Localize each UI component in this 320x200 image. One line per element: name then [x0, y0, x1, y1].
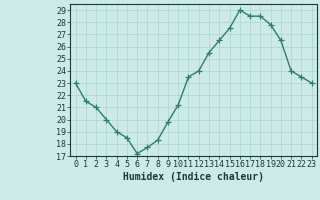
X-axis label: Humidex (Indice chaleur): Humidex (Indice chaleur) [123, 172, 264, 182]
